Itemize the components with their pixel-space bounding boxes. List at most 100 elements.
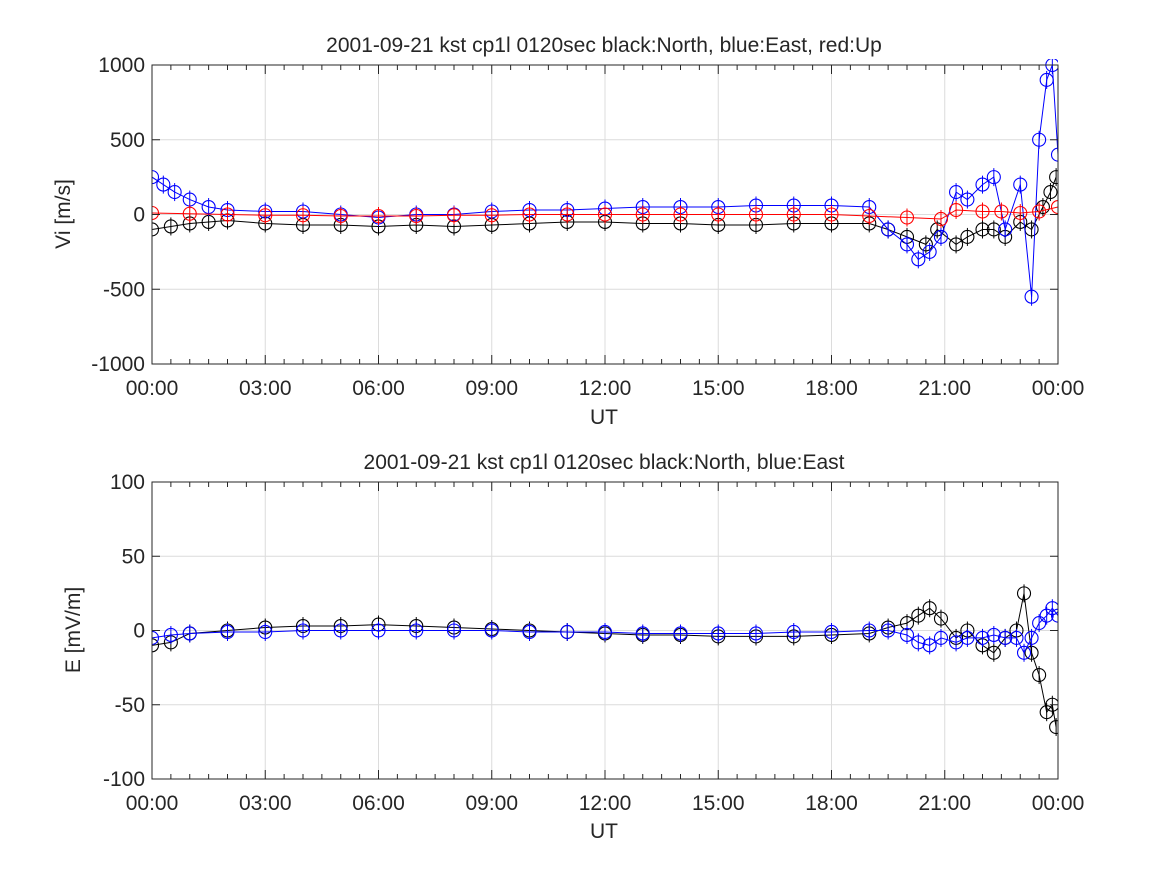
velocity-east-point	[899, 237, 915, 252]
velocity-east-point	[167, 185, 182, 200]
efield-east-point	[960, 630, 975, 645]
velocity-up-point	[333, 208, 348, 224]
velocity-east-point	[201, 199, 216, 215]
efield-x-tick-label: 21:00	[918, 792, 971, 815]
velocity-x-tick-label: 12:00	[579, 377, 632, 400]
velocity-panel: 2001-09-21 kst cp1l 0120sec black:North,…	[52, 34, 1084, 429]
velocity-up-point	[824, 207, 839, 222]
velocity-x-tick-label: 03:00	[239, 377, 292, 400]
efield-north-point	[922, 601, 937, 616]
velocity-east-point	[1013, 177, 1028, 192]
efield-y-axis-label: E [mV/m]	[62, 587, 85, 673]
velocity-y-tick-label: -500	[103, 278, 145, 301]
velocity-east-point	[998, 222, 1013, 237]
efield-east-point	[333, 623, 348, 638]
efield-east-point	[911, 635, 926, 650]
efield-east-point	[163, 627, 178, 643]
velocity-north-point	[975, 222, 990, 237]
efield-x-ticks: 00:00 03:00 06:00 09:00 12:00 15:00 18:00 21:00…	[126, 482, 1084, 815]
efield-y-tick-label: -100	[103, 768, 145, 791]
velocity-north-point	[1049, 170, 1058, 185]
velocity-up-point	[295, 208, 311, 223]
velocity-up-point	[933, 211, 949, 227]
velocity-up-point	[673, 207, 688, 222]
efield-east-point	[922, 638, 937, 653]
velocity-up-point	[597, 207, 613, 222]
velocity-up-point	[371, 208, 386, 224]
efield-east-point	[1016, 645, 1032, 660]
velocity-north-point	[163, 219, 178, 234]
efield-north-point	[911, 608, 926, 623]
efield-north-point	[1032, 667, 1047, 683]
efield-east-point	[975, 630, 990, 645]
efield-east-point	[1009, 630, 1024, 645]
efield-east-point	[1024, 630, 1039, 645]
efield-x-tick-label: 18:00	[805, 792, 858, 815]
velocity-up-point	[1050, 199, 1058, 215]
velocity-east-point	[922, 244, 937, 259]
velocity-up-point	[949, 202, 964, 218]
velocity-up-point	[899, 210, 915, 225]
velocity-x-axis-label: UT	[590, 406, 618, 429]
velocity-y-tick-label: -1000	[91, 353, 145, 376]
velocity-up-point	[862, 208, 877, 224]
velocity-series-up	[152, 198, 1058, 228]
velocity-east-point	[933, 229, 949, 244]
velocity-up-point	[220, 207, 235, 222]
efield-x-tick-label: 00:00	[126, 792, 179, 815]
velocity-east-point	[1039, 72, 1054, 87]
velocity-y-axis-label: Vi [m/s]	[52, 179, 75, 249]
efield-north-point	[1049, 719, 1058, 735]
velocity-y-ticks: 1000 500 0 -500 -1000	[91, 54, 1058, 376]
velocity-east-point	[960, 192, 975, 207]
velocity-up-point	[1013, 205, 1028, 221]
velocity-up-point	[1032, 204, 1047, 219]
velocity-x-tick-label: 15:00	[692, 377, 745, 400]
velocity-east-point	[949, 185, 964, 200]
efield-north-point	[1039, 705, 1054, 720]
efield-x-tick-label: 06:00	[352, 792, 405, 815]
efield-east-point	[933, 630, 949, 645]
efield-east-point	[182, 626, 197, 641]
efield-north-point	[933, 611, 949, 626]
efield-x-axis-label: UT	[590, 820, 618, 843]
efield-east-point	[881, 623, 896, 638]
efield-east-point	[597, 624, 613, 640]
velocity-up-point	[994, 204, 1009, 219]
velocity-east-point	[156, 177, 171, 192]
velocity-north-point	[986, 222, 1001, 237]
efield-east-point	[522, 624, 537, 640]
velocity-up-point	[182, 206, 197, 221]
velocity-series-layer	[152, 59, 1058, 306]
efield-east-point	[446, 623, 462, 638]
efield-series-east	[152, 599, 1058, 662]
efield-north-point	[986, 645, 1001, 660]
efield-east-point	[1032, 616, 1047, 631]
velocity-up-point	[748, 207, 764, 222]
velocity-y-tick-label: 0	[133, 204, 145, 227]
efield-north-point	[1045, 697, 1058, 712]
efield-east-point	[824, 624, 839, 640]
velocity-up-point	[635, 207, 650, 222]
efield-east-point	[1050, 608, 1058, 623]
velocity-up-point	[446, 208, 462, 223]
efield-east-point	[1045, 601, 1058, 616]
electric-field-panel: 2001-09-21 kst cp1l 0120sec black:North,…	[62, 451, 1084, 843]
velocity-x-tick-label: 09:00	[465, 377, 518, 400]
efield-east-point	[862, 623, 877, 638]
efield-east-point	[998, 630, 1013, 645]
velocity-east-point	[152, 170, 160, 185]
efield-x-tick-label: 12:00	[579, 792, 632, 815]
velocity-east-point	[1024, 289, 1039, 304]
velocity-x-tick-label: 00:00	[1032, 377, 1085, 400]
efield-east-point	[560, 624, 575, 640]
velocity-x-ticks: 00:00 03:00 06:00 09:00 12:00 15:00 18:00 21:00…	[126, 65, 1085, 400]
efield-north-point	[152, 638, 160, 653]
velocity-north-point	[1043, 185, 1058, 200]
efield-east-point	[371, 623, 386, 638]
efield-chart-title: 2001-09-21 kst cp1l 0120sec black:North,…	[364, 451, 845, 474]
velocity-north-point	[949, 237, 964, 252]
efield-east-point	[1039, 608, 1054, 623]
velocity-north-line	[152, 176, 1057, 246]
